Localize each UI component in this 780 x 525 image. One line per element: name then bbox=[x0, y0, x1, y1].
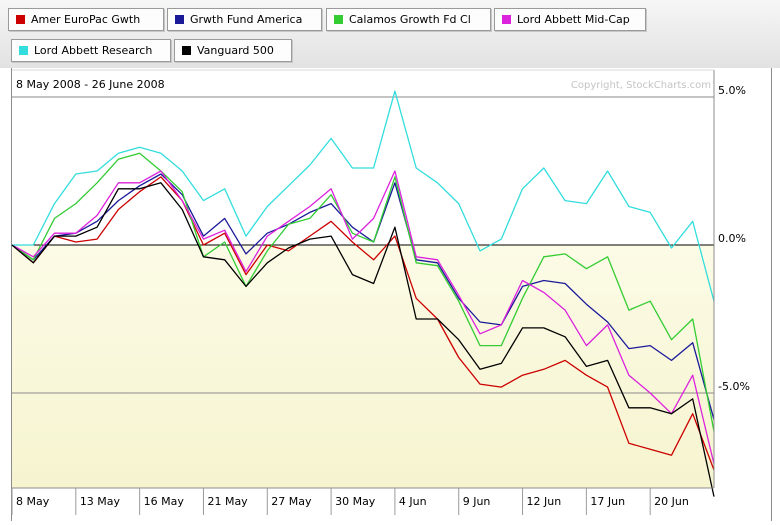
x-tick-label: 27 May bbox=[271, 495, 312, 508]
legend-label: Lord Abbett Research bbox=[34, 44, 153, 57]
negative-region-shading bbox=[12, 245, 714, 488]
legend-swatch-vanguard-500 bbox=[182, 46, 191, 55]
legend-swatch-lord-abbett-research bbox=[19, 46, 28, 55]
y-tick-label: 0.0% bbox=[718, 232, 746, 245]
legend-label: Calamos Growth Fd Cl bbox=[349, 13, 471, 26]
x-tick-label: 4 Jun bbox=[399, 495, 427, 508]
legend-swatch-calamos-growth bbox=[334, 15, 343, 24]
series-line-2 bbox=[11, 152, 715, 432]
legend-button-growth-fund-america[interactable]: Grwth Fund America bbox=[167, 8, 322, 31]
legend-swatch-growth-fund-america bbox=[175, 15, 184, 24]
legend-label: Grwth Fund America bbox=[190, 13, 303, 26]
x-tick-label: 16 May bbox=[144, 495, 185, 508]
legend-button-vanguard-500[interactable]: Vanguard 500 bbox=[174, 39, 292, 62]
x-tick-label: 20 Jun bbox=[654, 495, 689, 508]
legend-swatch-amer-europac bbox=[16, 15, 25, 24]
x-tick-label: 9 Jun bbox=[463, 495, 491, 508]
x-tick-label: 30 May bbox=[335, 495, 376, 508]
legend-button-amer-europac[interactable]: Amer EuroPac Gwth bbox=[8, 8, 164, 31]
x-tick-label: 21 May bbox=[207, 495, 248, 508]
x-tick-label: 17 Jun bbox=[590, 495, 625, 508]
chart-panel bbox=[11, 68, 772, 521]
date-range-label: 8 May 2008 - 26 June 2008 bbox=[16, 78, 165, 91]
y-tick-label: 5.0% bbox=[718, 84, 746, 97]
legend-button-calamos-growth[interactable]: Calamos Growth Fd Cl bbox=[326, 8, 491, 31]
legend-button-lord-abbett-midcap[interactable]: Lord Abbett Mid-Cap bbox=[494, 8, 646, 31]
series-line-4 bbox=[12, 90, 715, 302]
copyright-label: Copyright, StockCharts.com bbox=[571, 80, 711, 91]
legend-swatch-lord-abbett-midcap bbox=[502, 15, 511, 24]
legend-button-lord-abbett-research[interactable]: Lord Abbett Research bbox=[11, 39, 171, 62]
series-line-0 bbox=[11, 176, 715, 471]
x-tick-label: 12 Jun bbox=[527, 495, 562, 508]
y-tick-label: -5.0% bbox=[718, 380, 750, 393]
x-tick-label: 13 May bbox=[80, 495, 121, 508]
legend-bar: Amer EuroPac Gwth Grwth Fund America Cal… bbox=[0, 0, 780, 68]
legend-label: Lord Abbett Mid-Cap bbox=[517, 13, 630, 26]
series-line-1 bbox=[11, 173, 715, 420]
series-line-5 bbox=[11, 182, 715, 497]
x-tick-label: 8 May bbox=[16, 495, 50, 508]
legend-label: Amer EuroPac Gwth bbox=[31, 13, 141, 26]
series-line-3 bbox=[11, 170, 715, 465]
legend-label: Vanguard 500 bbox=[197, 44, 274, 57]
